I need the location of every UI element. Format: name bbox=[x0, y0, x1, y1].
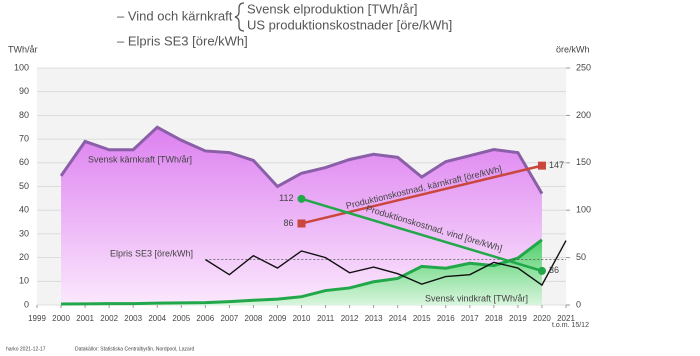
x-note: t.o.m. 15/12 bbox=[552, 322, 589, 329]
area bbox=[61, 127, 542, 305]
legend-entry: – Vind och kärnkraft bbox=[117, 8, 233, 23]
x-tick-label: 2003 bbox=[124, 314, 142, 323]
footer-author: harko 2021-12-17 bbox=[6, 346, 46, 352]
value-label: 86 bbox=[283, 218, 293, 228]
y-tick-label: 50 bbox=[19, 181, 29, 191]
y2-tick-label: 250 bbox=[576, 62, 591, 72]
x-tick-label: 2002 bbox=[100, 314, 118, 323]
brace bbox=[234, 2, 245, 32]
y-tick-label: 60 bbox=[19, 157, 29, 167]
x-tick-label: 2011 bbox=[317, 314, 335, 323]
x-tick-label: 2014 bbox=[389, 314, 407, 323]
x-tick-label: 2008 bbox=[245, 314, 263, 323]
area-line bbox=[61, 238, 543, 306]
legend-entry: US produktionskostnader [öre/kWh] bbox=[247, 17, 452, 32]
series-label: Svensk vindkraft [TWh/år] bbox=[425, 293, 528, 303]
series-label: Elpris SE3 [öre/kWh] bbox=[110, 248, 193, 258]
x-tick-label: 2004 bbox=[148, 314, 166, 323]
y2-tick-label: 100 bbox=[576, 205, 591, 215]
x-tick-label: 2019 bbox=[509, 314, 527, 323]
x-tick-label: 2017 bbox=[461, 314, 479, 323]
value-label: 36 bbox=[549, 265, 559, 275]
marker bbox=[537, 161, 546, 170]
x-tick-label: 2020 bbox=[533, 314, 551, 323]
value-label: 147 bbox=[549, 160, 564, 170]
y-tick-label: 70 bbox=[19, 133, 29, 143]
line bbox=[301, 197, 543, 273]
y2-tick-label: 0 bbox=[576, 299, 581, 309]
x-tick-label: 2010 bbox=[293, 314, 311, 323]
value-label: 112 bbox=[279, 193, 293, 203]
y-tick-label: 100 bbox=[14, 62, 29, 72]
x-tick-label: 2015 bbox=[413, 314, 431, 323]
x-tick-label: 2018 bbox=[485, 314, 503, 323]
y-tick-label: 30 bbox=[19, 228, 29, 238]
x-tick-label: 2016 bbox=[437, 314, 455, 323]
y-tick-label: 90 bbox=[19, 86, 29, 96]
x-tick-label: 2006 bbox=[196, 314, 214, 323]
marker bbox=[297, 219, 306, 228]
x-tick-label: 2005 bbox=[172, 314, 190, 323]
legend-entry: – Elpris SE3 [öre/kWh] bbox=[117, 33, 248, 48]
x-tick-label: 1999 bbox=[28, 314, 46, 323]
x-tick-label: 2000 bbox=[52, 314, 70, 323]
legend-entry: Svensk elproduktion [TWh/år] bbox=[247, 1, 418, 16]
footer-sources: Datakällor: Statistiska Centralbyrån, No… bbox=[75, 345, 194, 352]
y2-axis-title: öre/kWh bbox=[556, 44, 590, 54]
series-label: Svensk kärnkraft [TWh/år] bbox=[88, 154, 192, 164]
x-tick-label: 2012 bbox=[341, 314, 359, 323]
y-tick-label: 20 bbox=[19, 252, 29, 262]
area-line bbox=[59, 125, 544, 195]
marker bbox=[537, 266, 546, 275]
y2-tick-label: 200 bbox=[576, 110, 591, 120]
x-tick-label: 2021 bbox=[557, 314, 575, 323]
x-tick-label: 2007 bbox=[220, 314, 238, 323]
y2-tick-label: 150 bbox=[576, 157, 591, 167]
marker bbox=[297, 194, 306, 203]
y2-tick-label: 50 bbox=[576, 252, 586, 262]
y-axis-title: TWh/år bbox=[8, 44, 38, 54]
line bbox=[301, 164, 543, 225]
y-tick-label: 0 bbox=[24, 299, 29, 309]
x-tick-label: 2001 bbox=[76, 314, 94, 323]
x-tick-label: 2009 bbox=[269, 314, 287, 323]
area bbox=[61, 239, 542, 305]
y-tick-label: 40 bbox=[19, 205, 29, 215]
line bbox=[204, 240, 567, 287]
y-tick-label: 10 bbox=[19, 276, 29, 286]
x-tick-label: 2013 bbox=[365, 314, 383, 323]
y-tick-label: 80 bbox=[19, 110, 29, 120]
